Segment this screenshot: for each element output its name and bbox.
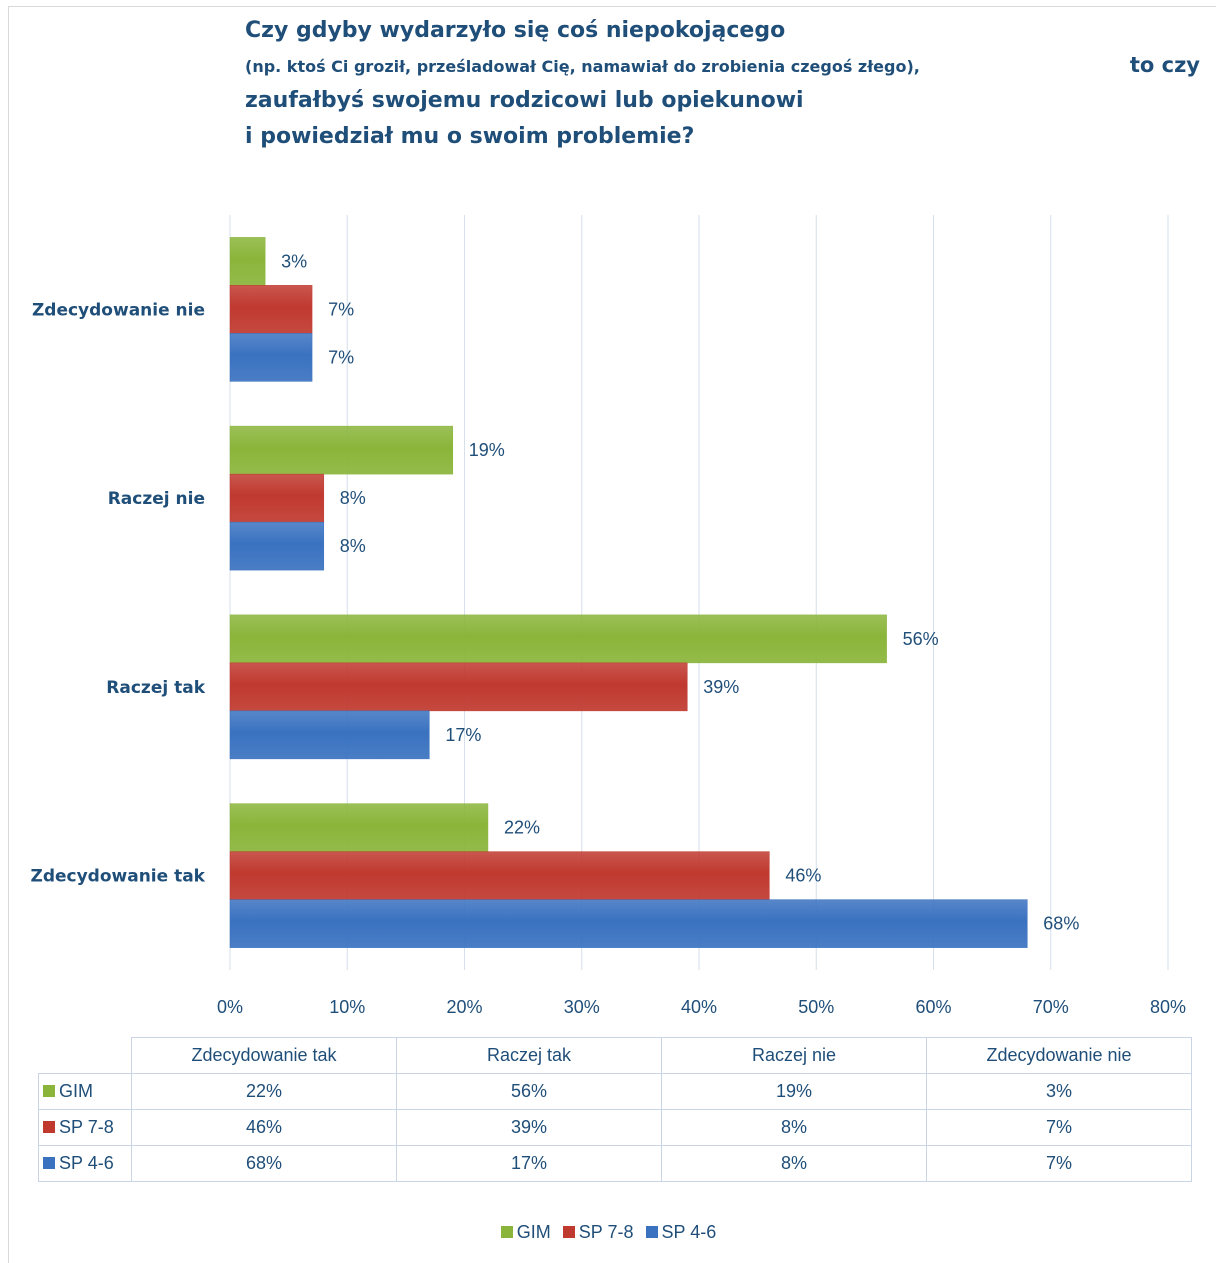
gridlines: [229, 215, 1169, 970]
value-label: 39%: [703, 677, 739, 697]
legend-label: SP 4-6: [661, 1222, 717, 1242]
bar-sp-4-6: [229, 899, 1028, 948]
bar-sp-4-6: [229, 333, 313, 382]
category-label: Zdecydowanie nie: [32, 300, 205, 320]
value-label: 3%: [281, 251, 307, 271]
category-label: Raczej nie: [108, 489, 205, 509]
data-table-col-header: Raczej nie: [661, 1037, 927, 1074]
bar-chart: 3% 7% 7% 19% 8% 8% 56% 39% 17% 22% 46% 68% Zdecydow…: [31, 215, 1186, 1017]
value-labels: 3% 7% 7% 19% 8% 8% 56% 39% 17% 22% 46% 68%: [281, 251, 1079, 933]
data-table-cell: 39%: [396, 1109, 662, 1146]
category-label: Raczej tak: [106, 678, 205, 698]
title-line-3: zaufałbyś swojemu rodzicowi lub opiekuno…: [245, 88, 804, 113]
title-subtext: (np. ktoś Ci groził, prześladował Cię, n…: [245, 57, 920, 76]
x-tick-label: 70%: [1033, 997, 1069, 1017]
bar-sp-4-6: [229, 710, 430, 760]
legend-swatch: [645, 1226, 658, 1238]
x-tick-label: 20%: [446, 997, 482, 1017]
data-table-cell: 8%: [661, 1145, 927, 1182]
data-table-cell: 56%: [396, 1073, 662, 1110]
value-label: 22%: [504, 818, 540, 838]
data-table-col-header: Zdecydowanie nie: [926, 1037, 1192, 1074]
chart-frame: [8, 6, 1216, 1263]
data-table-corner: [38, 1037, 132, 1074]
value-label: 8%: [340, 536, 366, 556]
category-labels: Zdecydowanie nie Raczej nie Raczej tak Zdec…: [31, 300, 206, 886]
x-tick-label: 10%: [329, 997, 365, 1017]
legend-swatch: [43, 1085, 55, 1097]
data-table: Zdecydowanie tak Raczej tak Raczej nie Z…: [38, 1037, 1192, 1182]
bar-sp-4-6: [229, 521, 325, 571]
bar-sp-7-8: [229, 851, 770, 900]
value-label: 56%: [903, 629, 939, 649]
data-table-row: SP 4-6 68% 17% 8% 7%: [38, 1145, 1192, 1182]
legend-label: GIM: [516, 1222, 551, 1242]
value-label: 7%: [328, 347, 354, 367]
x-tick-label: 50%: [798, 997, 834, 1017]
legend-swatch: [43, 1157, 55, 1169]
value-label: 8%: [340, 488, 366, 508]
x-tick-label: 30%: [564, 997, 600, 1017]
data-table-row: SP 7-8 46% 39% 8% 7%: [38, 1109, 1192, 1146]
legend-label: SP 7-8: [578, 1222, 634, 1242]
title-line-2: (np. ktoś Ci groził, prześladował Cię, n…: [245, 48, 1200, 84]
title-line-1: Czy gdyby wydarzyło się coś niepokojąceg…: [245, 18, 786, 43]
bar-sp-7-8: [229, 473, 325, 523]
legend-swatch: [500, 1226, 513, 1238]
legend: GIM SP 7-8 SP 4-6: [0, 1222, 1217, 1243]
legend-item: GIM: [500, 1222, 551, 1243]
x-tick-label: 60%: [915, 997, 951, 1017]
data-table-cell: 17%: [396, 1145, 662, 1182]
bar-gim: [229, 237, 266, 286]
bar-sp-7-8: [229, 285, 313, 334]
data-table-col-header: Raczej tak: [396, 1037, 662, 1074]
data-table-row-header: SP 7-8: [38, 1109, 132, 1146]
x-tick-label: 80%: [1150, 997, 1186, 1017]
legend-swatch: [43, 1121, 55, 1133]
value-label: 19%: [469, 440, 505, 460]
bar-gim: [229, 803, 489, 852]
x-tick-label: 0%: [217, 997, 243, 1017]
chart-title: Czy gdyby wydarzyło się coś niepokojąceg…: [245, 14, 1200, 156]
data-table-cell: 19%: [661, 1073, 927, 1110]
legend-item: SP 4-6: [645, 1222, 717, 1243]
bar-gim: [229, 614, 887, 664]
legend-swatch: [562, 1226, 575, 1238]
bar-sp-7-8: [229, 662, 688, 712]
series-name: GIM: [59, 1081, 93, 1101]
data-table-row-header: SP 4-6: [38, 1145, 132, 1182]
series-name: SP 4-6: [59, 1153, 114, 1173]
data-table-cell: 3%: [926, 1073, 1192, 1110]
series-name: SP 7-8: [59, 1117, 114, 1137]
value-label: 68%: [1043, 914, 1079, 934]
data-table-cell: 68%: [131, 1145, 397, 1182]
data-table-row-header: GIM: [38, 1073, 132, 1110]
x-axis-tick-labels: 0% 10% 20% 30% 40% 50% 60% 70% 80%: [217, 997, 1186, 1017]
x-tick-label: 40%: [681, 997, 717, 1017]
title-line-4: i powiedział mu o swoim problemie?: [245, 124, 695, 149]
data-table-header-row: Zdecydowanie tak Raczej tak Raczej nie Z…: [38, 1037, 1192, 1074]
data-table-cell: 8%: [661, 1109, 927, 1146]
legend-item: SP 7-8: [562, 1222, 634, 1243]
value-label: 46%: [785, 866, 821, 886]
data-table-col-header: Zdecydowanie tak: [131, 1037, 397, 1074]
category-label: Zdecydowanie tak: [31, 867, 206, 887]
bar-gim: [229, 425, 454, 475]
data-table-cell: 22%: [131, 1073, 397, 1110]
data-table-row: GIM 22% 56% 19% 3%: [38, 1073, 1192, 1110]
bars: [229, 237, 1028, 948]
value-label: 7%: [328, 299, 354, 319]
data-table-cell: 46%: [131, 1109, 397, 1146]
title-line-2-continuation: to czy: [1129, 53, 1200, 77]
data-table-cell: 7%: [926, 1109, 1192, 1146]
value-label: 17%: [445, 725, 481, 745]
data-table-cell: 7%: [926, 1145, 1192, 1182]
